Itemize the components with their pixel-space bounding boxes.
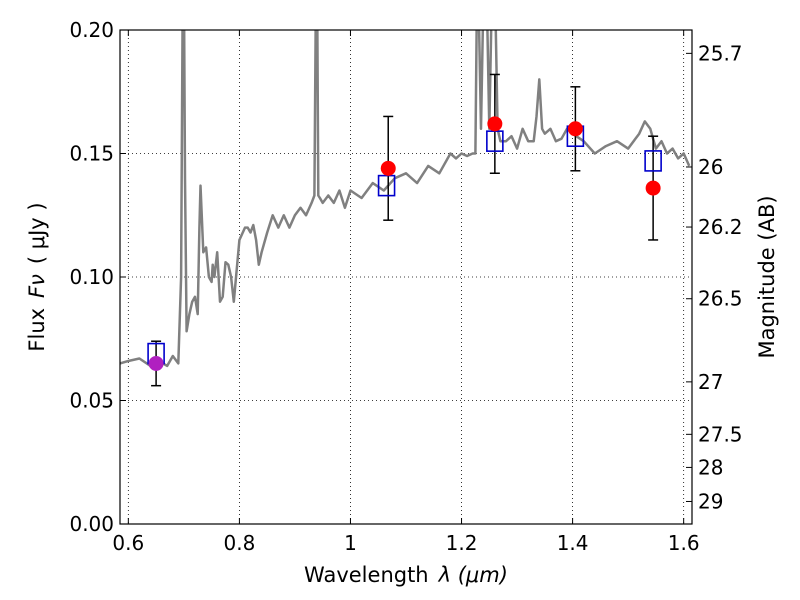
x-tick-label: 0.6 [112,531,144,555]
plot-frame [119,29,693,525]
x-tick-label: 1.2 [446,531,478,555]
x-tick-label: 1.6 [668,531,700,555]
grid [120,30,692,524]
y-tick-label: 0.00 [69,512,114,536]
right-tick-label: 27.5 [698,422,743,446]
right-tick-label: 26.5 [698,287,743,311]
right-tick-label: 25.7 [698,41,743,65]
observed-point [645,180,661,196]
y-tick-label: 0.05 [69,389,114,413]
observed-point [380,160,396,176]
x-tick-label: 1.4 [557,531,589,555]
right-tick-label: 27 [698,370,723,394]
plot-area [120,30,691,387]
right-tick-label: 26 [698,155,723,179]
y-tick-label: 0.15 [69,142,114,166]
x-tick-label: 0.8 [223,531,255,555]
x-tick-label: 1 [344,531,357,555]
x-axis-label: Wavelength λ (μm) [304,563,508,587]
right-y-axis-label: Magnitude (AB) [755,195,779,358]
observed-point [567,121,583,137]
right-tick-label: 29 [698,489,723,513]
y-tick-label: 0.20 [69,18,114,42]
y-axis-label: FluxFν( μJy ) [25,202,49,351]
model-square-point [644,150,662,172]
y-tick-label: 0.10 [69,265,114,289]
observed-point [148,355,164,371]
right-tick-label: 26.2 [698,215,743,239]
spectrum-line [120,30,691,368]
observed-point [487,116,503,132]
axes: 0.6 0.8 1 1.2 1.4 1.6 0.00 0.05 0.10 0.15 0.20 25.7… [69,18,742,555]
right-tick-label: 28 [698,455,723,479]
